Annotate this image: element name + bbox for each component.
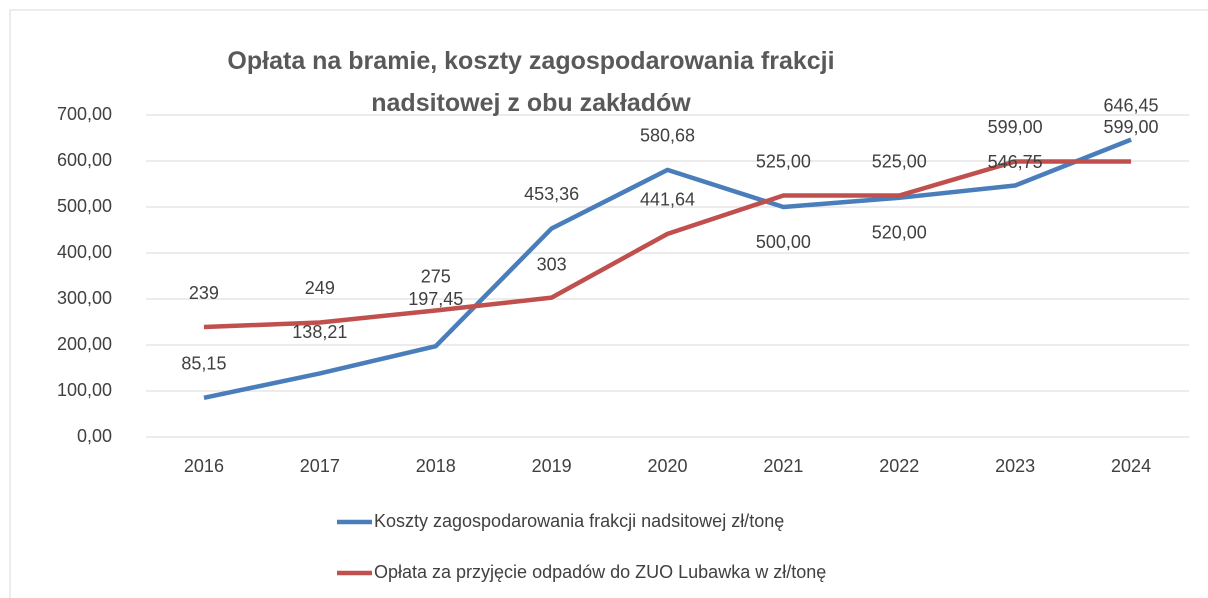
legend-label: Opłata za przyjęcie odpadów do ZUO Lubaw… xyxy=(374,562,826,582)
y-tick-label: 100,00 xyxy=(57,380,112,400)
data-label: 239 xyxy=(189,283,219,303)
data-label: 303 xyxy=(537,254,567,274)
data-label: 197,45 xyxy=(408,289,463,309)
data-label: 525,00 xyxy=(756,151,811,171)
x-tick-label: 2021 xyxy=(763,456,803,476)
data-label: 453,36 xyxy=(524,184,579,204)
y-tick-label: 400,00 xyxy=(57,242,112,262)
data-label: 138,21 xyxy=(292,322,347,342)
y-tick-label: 700,00 xyxy=(57,104,112,124)
data-label: 249 xyxy=(305,278,335,298)
x-tick-label: 2017 xyxy=(300,456,340,476)
legend-label: Koszty zagospodarowania frakcji nadsitow… xyxy=(374,511,784,531)
series-line xyxy=(203,137,1132,401)
y-tick-label: 600,00 xyxy=(57,150,112,170)
x-tick-label: 2018 xyxy=(416,456,456,476)
data-label: 525,00 xyxy=(872,151,927,171)
data-label: 441,64 xyxy=(640,190,695,210)
y-tick-label: 200,00 xyxy=(57,334,112,354)
x-tick-label: 2020 xyxy=(647,456,687,476)
chart-border xyxy=(9,9,1208,598)
data-label: 85,15 xyxy=(181,354,226,374)
y-tick-label: 300,00 xyxy=(57,288,112,308)
x-tick-label: 2022 xyxy=(879,456,919,476)
series-line xyxy=(203,159,1132,330)
data-label: 275 xyxy=(421,266,451,286)
x-tick-label: 2023 xyxy=(995,456,1035,476)
data-label: 599,00 xyxy=(1104,117,1159,137)
x-tick-label: 2016 xyxy=(184,456,224,476)
data-label: 599,00 xyxy=(988,117,1043,137)
y-tick-label: 500,00 xyxy=(57,196,112,216)
data-label: 520,00 xyxy=(872,223,927,243)
x-tick-label: 2024 xyxy=(1111,456,1151,476)
data-label: 500,00 xyxy=(756,232,811,252)
chart-title: Opłata na bramie, koszty zagospodarowani… xyxy=(227,47,835,117)
y-tick-label: 0,00 xyxy=(77,426,112,446)
data-label: 580,68 xyxy=(640,126,695,146)
data-label: 646,45 xyxy=(1104,95,1159,115)
data-label: 546,75 xyxy=(988,152,1043,172)
x-tick-label: 2019 xyxy=(532,456,572,476)
